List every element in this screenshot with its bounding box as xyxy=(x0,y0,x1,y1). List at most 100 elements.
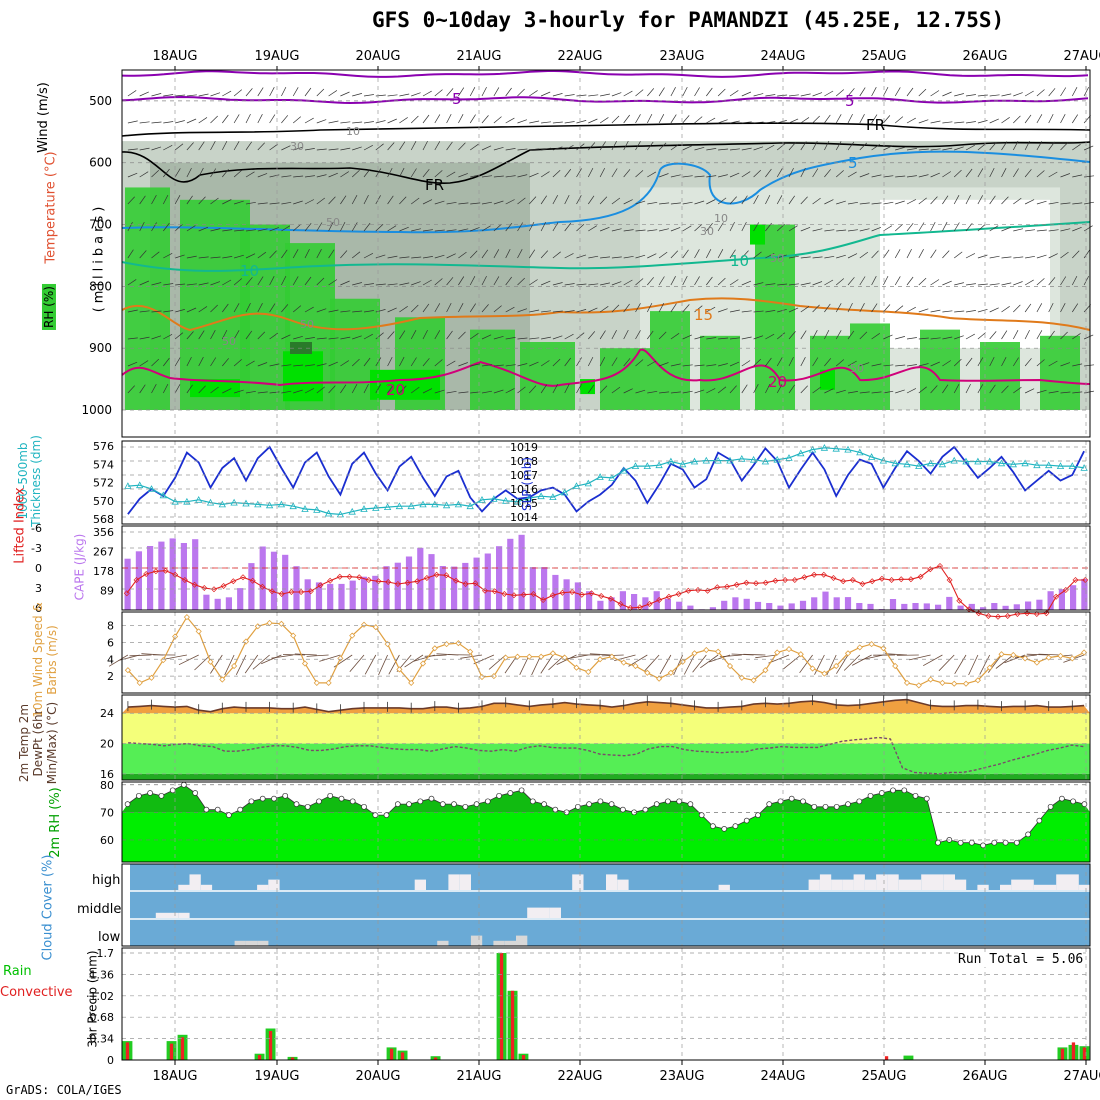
thickness-marker xyxy=(360,505,368,512)
wind-barb xyxy=(517,386,526,394)
thickness-marker xyxy=(171,497,179,505)
cloud-bar-low xyxy=(257,940,269,946)
day-label-bottom: 24AUG xyxy=(760,1069,805,1084)
lifted-index-marker xyxy=(307,588,314,595)
wind-barb xyxy=(281,304,289,313)
wind-barb xyxy=(885,653,908,656)
contour-label: 50 xyxy=(850,362,864,375)
wind-barb xyxy=(257,202,268,205)
wind-barb xyxy=(918,308,929,313)
wind-barb xyxy=(814,654,825,675)
wind-barb xyxy=(493,87,500,97)
day-label-top: 27AUG xyxy=(1063,49,1100,64)
wind-barb xyxy=(198,141,205,151)
wind-barb xyxy=(824,140,830,151)
cape-bar xyxy=(529,567,536,610)
wind-barb xyxy=(718,337,729,340)
wind-barb xyxy=(458,303,464,313)
wind-barb xyxy=(611,168,618,178)
wind-barb xyxy=(552,358,561,367)
wind-speed-marker xyxy=(597,656,604,663)
wind-barb xyxy=(859,331,868,340)
cloud-bar-high xyxy=(909,879,922,890)
wind-barb xyxy=(1001,168,1007,178)
wind-barb xyxy=(564,253,574,259)
rh-marker xyxy=(237,806,244,813)
wind-barb xyxy=(470,174,481,178)
wind-barb xyxy=(670,143,680,151)
thickness-marker xyxy=(608,474,616,481)
wind-barb xyxy=(493,175,504,178)
cloud-bar-high xyxy=(189,874,201,890)
wind-barb xyxy=(127,172,138,178)
cloud-bar-high xyxy=(1022,879,1034,890)
rh-marker xyxy=(529,798,536,805)
cape-bar xyxy=(338,583,345,610)
wind-barb xyxy=(800,196,808,205)
cloud-bar-middle xyxy=(549,907,561,918)
wind-barb xyxy=(434,278,443,286)
contour-label: 5 xyxy=(452,90,462,108)
rh-marker xyxy=(293,801,300,807)
wind-barb xyxy=(328,221,334,232)
lifted-index-marker xyxy=(259,583,266,590)
wind-barb xyxy=(906,222,914,232)
wind-barb xyxy=(800,282,811,286)
wind-barb xyxy=(753,195,759,205)
wind-barb xyxy=(989,195,996,205)
wind-barb xyxy=(588,331,596,340)
wind-barb xyxy=(729,279,739,286)
wind-barb xyxy=(481,249,489,259)
precip-convective-legend: Convective xyxy=(0,985,73,1000)
wind-barb xyxy=(340,336,351,340)
wind-barb xyxy=(1036,359,1045,367)
wind-barb xyxy=(646,113,653,124)
wind-barb xyxy=(1036,170,1045,178)
wind-barb xyxy=(292,116,302,124)
wind-barb xyxy=(198,93,209,97)
wind-barb xyxy=(210,357,217,367)
wind-barb xyxy=(281,390,292,394)
wind-barb xyxy=(646,302,653,313)
grads-credit: GrADS: COLA/IGES xyxy=(6,1083,122,1097)
wind-barb xyxy=(517,148,528,151)
wind-barb xyxy=(1024,114,1032,124)
wind-barb xyxy=(623,279,633,286)
wind-barb xyxy=(1083,334,1094,340)
wind-barb xyxy=(1001,306,1010,313)
wind-barb xyxy=(753,384,759,394)
wind-barb xyxy=(965,333,975,340)
wind-barb xyxy=(694,200,705,205)
wind-barb xyxy=(222,199,232,205)
wind-barb xyxy=(434,114,441,124)
wind-barb xyxy=(836,654,849,674)
wind-speed-marker xyxy=(785,646,793,653)
wind-barb xyxy=(399,196,407,205)
lifted-index-tick-label: -6 xyxy=(31,522,42,535)
rh-marker xyxy=(1081,801,1088,807)
wind-barb xyxy=(706,117,716,124)
wind-barb xyxy=(540,280,551,286)
wind-barb xyxy=(222,279,232,286)
wind-barb xyxy=(989,384,996,394)
wind-barb xyxy=(410,386,420,394)
isotherm-minus5 xyxy=(121,95,1089,105)
wind-barb xyxy=(529,309,540,313)
wind-barb xyxy=(281,145,291,151)
wind-speed-marker xyxy=(974,677,981,684)
wind-barb xyxy=(753,222,760,232)
wind-barb xyxy=(918,363,929,367)
wind-barb xyxy=(363,222,371,232)
wind-barb xyxy=(719,654,742,658)
wind-barb xyxy=(458,87,465,97)
wind-barb xyxy=(682,115,690,124)
wind-speed-marker xyxy=(951,680,958,687)
thickness-marker xyxy=(230,498,238,506)
wind-barb xyxy=(293,335,303,340)
wind-speed-marker xyxy=(632,662,639,670)
wind-barb xyxy=(552,121,563,124)
wind-barb xyxy=(151,282,162,286)
wind-barb xyxy=(340,280,350,286)
wind-barb xyxy=(883,364,894,367)
grid-lines xyxy=(122,70,1090,1061)
